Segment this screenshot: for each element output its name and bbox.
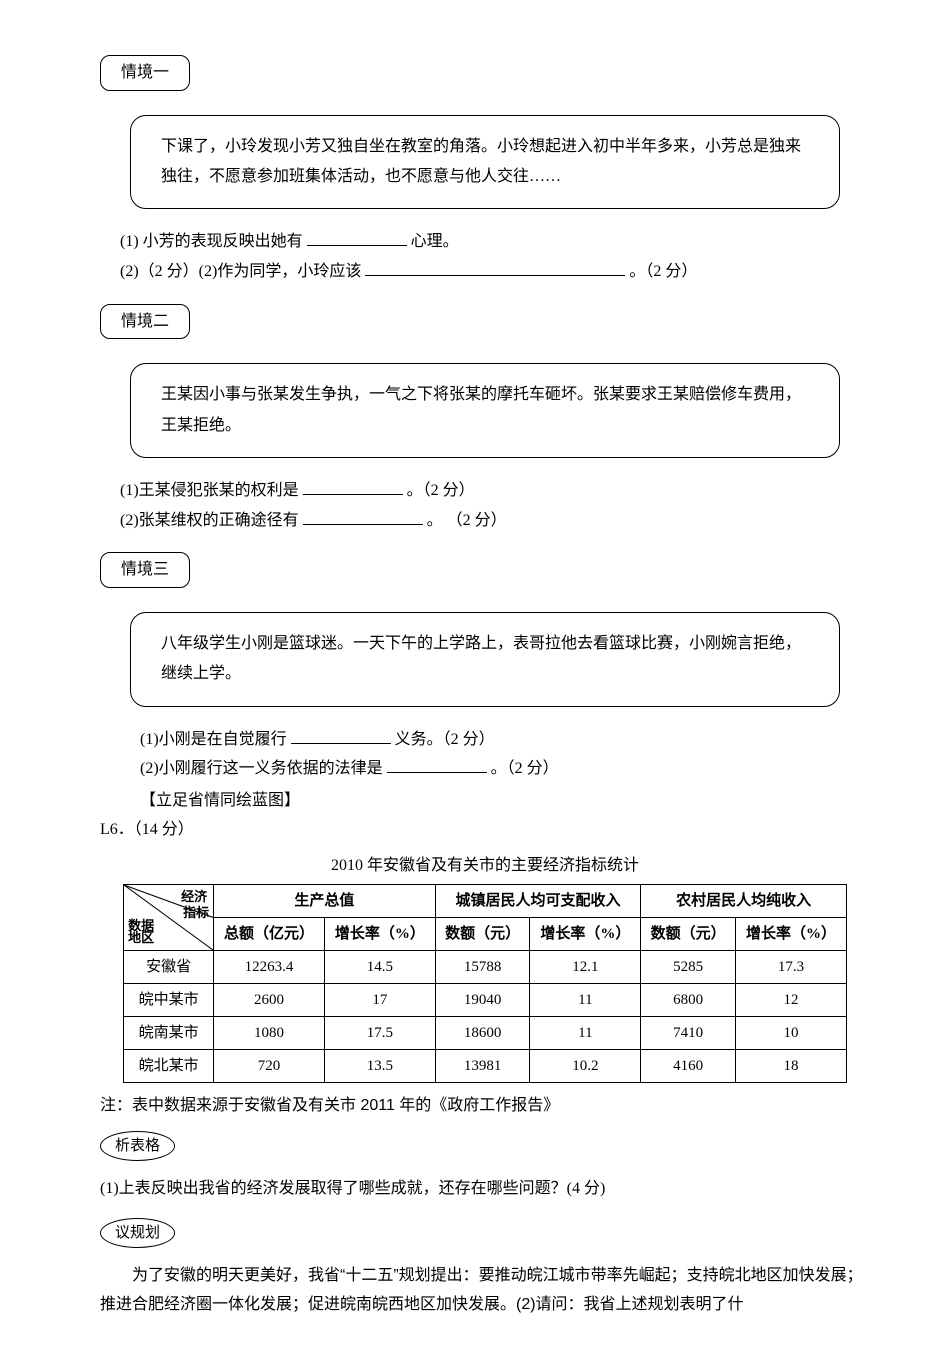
scene1-q2-blank[interactable]: [365, 260, 625, 276]
row-cell: 17.3: [736, 951, 847, 984]
row-cell: 13.5: [324, 1050, 435, 1083]
header-c4: 增长率（%）: [530, 918, 641, 951]
scene2-q1-suffix: 。（2 分）: [407, 482, 475, 499]
scene1-q1-suffix: 心理。: [411, 233, 459, 250]
header-c3: 数额（元）: [435, 918, 530, 951]
scene3-q1-prefix: (1)小刚是在自觉履行: [140, 731, 287, 748]
scene2-box: 王某因小事与张某发生争执，一气之下将张某的摩托车砸坏。张某要求王某赔偿修车费用，…: [130, 363, 840, 458]
question-table: (1)上表反映出我省的经济发展取得了哪些成就，还存在哪些问题？(4 分): [100, 1175, 870, 1204]
header-g3: 农村居民人均纯收入: [641, 885, 847, 918]
table-row: 皖南某市 1080 17.5 18600 11 7410 10: [124, 1017, 847, 1050]
row-cell: 10.2: [530, 1050, 641, 1083]
scene3-box: 八年级学生小刚是篮球迷。一天下午的上学路上，表哥拉他去看篮球比赛，小刚婉言拒绝，…: [130, 612, 840, 707]
row-cell: 17.5: [324, 1017, 435, 1050]
table-note: 注：表中数据来源于安徽省及有关市 2011 年的《政府工作报告》: [100, 1093, 870, 1119]
oval-tag-2: 议规划: [100, 1218, 175, 1248]
scene2-q1-prefix: (1)王某侵犯张某的权利是: [120, 482, 299, 499]
scene2-q2-suffix: 。 （2 分）: [427, 512, 507, 529]
row-cell: 13981: [435, 1050, 530, 1083]
row-cell: 18: [736, 1050, 847, 1083]
scene3-q2: (2)小刚履行这一义务依据的法律是 。（2 分）: [140, 756, 870, 782]
header-c6: 增长率（%）: [736, 918, 847, 951]
diag-header-cell: 经济 指标 数据 地区: [124, 885, 214, 951]
row-cell: 12: [736, 984, 847, 1017]
scene1-q1-blank[interactable]: [307, 230, 407, 246]
row-cell: 11: [530, 984, 641, 1017]
scene2-q1-blank[interactable]: [303, 479, 403, 495]
oval-tag-1: 析表格: [100, 1131, 175, 1161]
table-row: 安徽省 12263.4 14.5 15788 12.1 5285 17.3: [124, 951, 847, 984]
header-c5: 数额（元）: [641, 918, 736, 951]
row-region: 皖中某市: [124, 984, 214, 1017]
scene2-q2: (2)张某维权的正确途径有 。 （2 分）: [120, 508, 870, 534]
scene1-q2-prefix: (2)（2 分）(2)作为同学，小玲应该: [120, 263, 361, 280]
scene1-label: 情境一: [100, 55, 190, 91]
economic-table: 经济 指标 数据 地区 生产总值 城镇居民人均可支配收入 农村居民人均纯收入 总…: [123, 884, 847, 1083]
l6-header: L6．（14 分）: [100, 817, 870, 843]
header-c1: 总额（亿元）: [214, 918, 325, 951]
row-cell: 17: [324, 984, 435, 1017]
scene3-q1-suffix: 义务。（2 分）: [395, 731, 495, 748]
scene1-q2: (2)（2 分）(2)作为同学，小玲应该 。（2 分）: [120, 259, 870, 285]
row-cell: 720: [214, 1050, 325, 1083]
table-header-row2: 总额（亿元） 增长率（%） 数额（元） 增长率（%） 数额（元） 增长率（%）: [124, 918, 847, 951]
row-cell: 18600: [435, 1017, 530, 1050]
header-g1: 生产总值: [214, 885, 436, 918]
scene3-label: 情境三: [100, 552, 190, 588]
row-cell: 1080: [214, 1017, 325, 1050]
row-cell: 19040: [435, 984, 530, 1017]
scene1-box: 下课了，小玲发现小芳又独自坐在教室的角落。小玲想起进入初中半年多来，小芳总是独来…: [130, 115, 840, 210]
table-header-row1: 经济 指标 数据 地区 生产总值 城镇居民人均可支配收入 农村居民人均纯收入: [124, 885, 847, 918]
row-cell: 4160: [641, 1050, 736, 1083]
scene3-q1: (1)小刚是在自觉履行 义务。（2 分）: [140, 727, 870, 753]
table-row: 皖中某市 2600 17 19040 11 6800 12: [124, 984, 847, 1017]
row-cell: 7410: [641, 1017, 736, 1050]
row-region: 安徽省: [124, 951, 214, 984]
diag-mid: 指标: [183, 903, 209, 924]
scene1-q1: (1) 小芳的表现反映出她有 心理。: [120, 229, 870, 255]
header-g2: 城镇居民人均可支配收入: [435, 885, 641, 918]
scene1-q1-prefix: (1) 小芳的表现反映出她有: [120, 233, 303, 250]
row-region: 皖北某市: [124, 1050, 214, 1083]
row-cell: 11: [530, 1017, 641, 1050]
scene3-q2-prefix: (2)小刚履行这一义务依据的法律是: [140, 760, 383, 777]
row-cell: 12.1: [530, 951, 641, 984]
diag-bot: 地区: [128, 928, 154, 949]
table-title: 2010 年安徽省及有关市的主要经济指标统计: [100, 853, 870, 879]
row-cell: 14.5: [324, 951, 435, 984]
scene2-q2-prefix: (2)张某维权的正确途径有: [120, 512, 299, 529]
row-region: 皖南某市: [124, 1017, 214, 1050]
scene3-q2-blank[interactable]: [387, 757, 487, 773]
row-cell: 6800: [641, 984, 736, 1017]
plan-paragraph: 为了安徽的明天更美好，我省“十二五”规划提出：要推动皖江城市带率先崛起；支持皖北…: [100, 1262, 870, 1320]
table-row: 皖北某市 720 13.5 13981 10.2 4160 18: [124, 1050, 847, 1083]
row-cell: 10: [736, 1017, 847, 1050]
scene2-q2-blank[interactable]: [303, 509, 423, 525]
scene3-q1-blank[interactable]: [291, 728, 391, 744]
scene1-q2-suffix: 。（2 分）: [629, 263, 697, 280]
row-cell: 15788: [435, 951, 530, 984]
scene2-q1: (1)王某侵犯张某的权利是 。（2 分）: [120, 478, 870, 504]
row-cell: 12263.4: [214, 951, 325, 984]
row-cell: 2600: [214, 984, 325, 1017]
scene3-q2-suffix: 。（2 分）: [491, 760, 559, 777]
scene2-label: 情境二: [100, 304, 190, 340]
row-cell: 5285: [641, 951, 736, 984]
header-c2: 增长率（%）: [324, 918, 435, 951]
section-tag: 【立足省情同绘蓝图】: [140, 788, 870, 814]
